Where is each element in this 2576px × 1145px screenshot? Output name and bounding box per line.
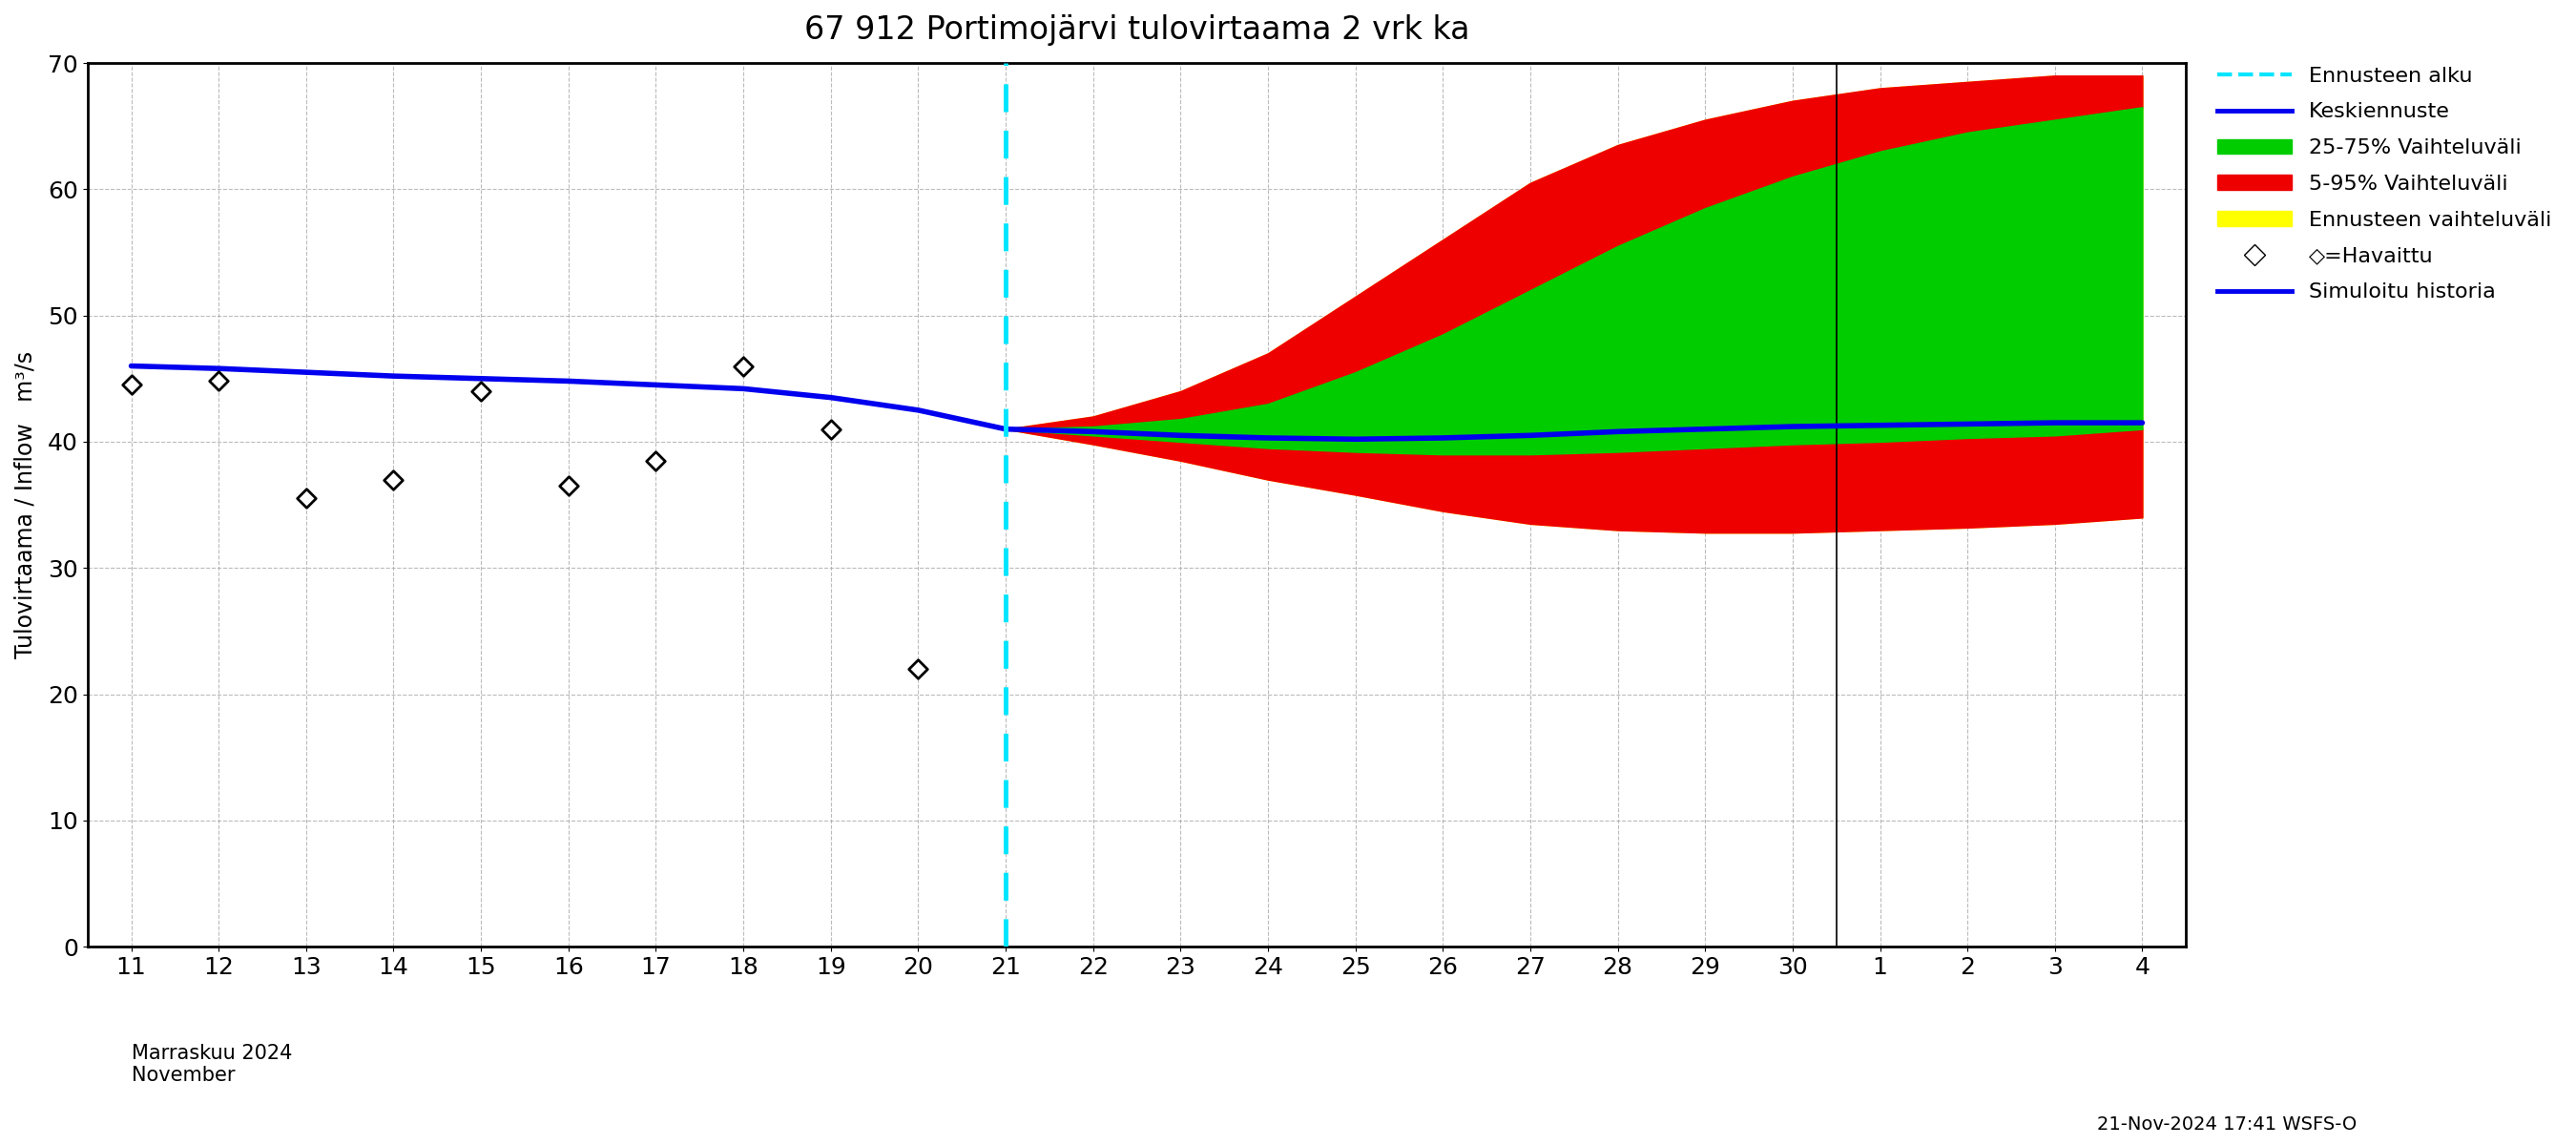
Point xyxy=(198,372,240,390)
Point xyxy=(111,376,152,394)
Point xyxy=(724,357,765,376)
Point xyxy=(809,420,850,439)
Point xyxy=(636,451,677,469)
Text: Marraskuu 2024
November: Marraskuu 2024 November xyxy=(131,1044,291,1085)
Point xyxy=(461,382,502,401)
Point xyxy=(549,476,590,495)
Title: 67 912 Portimojärvi tulovirtaama 2 vrk ka: 67 912 Portimojärvi tulovirtaama 2 vrk k… xyxy=(804,14,1468,46)
Y-axis label: Tulovirtaama / Inflow   m³/s: Tulovirtaama / Inflow m³/s xyxy=(15,352,36,658)
Point xyxy=(286,489,327,507)
Legend: Ennusteen alku, Keskiennuste, 25-75% Vaihteluväli, 5-95% Vaihteluväli, Ennusteen: Ennusteen alku, Keskiennuste, 25-75% Vai… xyxy=(2208,56,2563,313)
Point xyxy=(896,660,938,678)
Point xyxy=(374,471,415,489)
Text: 21-Nov-2024 17:41 WSFS-O: 21-Nov-2024 17:41 WSFS-O xyxy=(2097,1115,2357,1134)
